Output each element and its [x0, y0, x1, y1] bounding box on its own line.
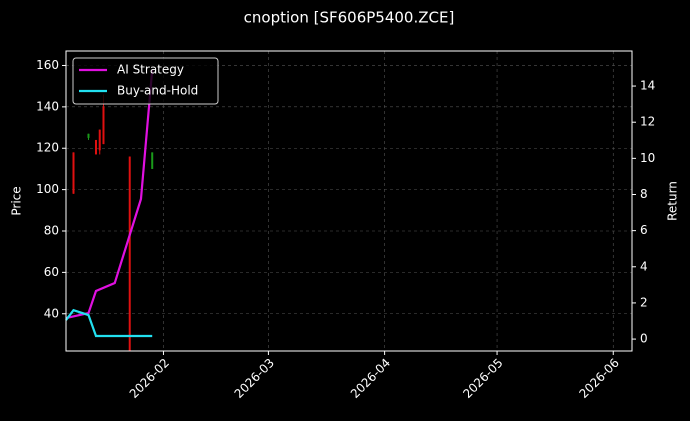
y2-tick-label: 12 — [640, 115, 655, 129]
x-tick-label: 2026-02 — [127, 356, 172, 401]
candle-body — [128, 156, 131, 351]
y2-tick-label: 14 — [640, 79, 655, 93]
y2-tick-label: 4 — [640, 259, 648, 273]
y-tick-label: 60 — [44, 265, 59, 279]
legend-label: AI Strategy — [117, 63, 184, 77]
candle-body — [72, 152, 75, 194]
y2-tick-label: 2 — [640, 295, 648, 309]
x-tick-label: 2026-03 — [232, 356, 277, 401]
y2-tick-label: 10 — [640, 151, 655, 165]
candle-body — [94, 139, 97, 155]
y-tick-label: 100 — [36, 182, 59, 196]
x-tick-label: 2026-05 — [460, 356, 505, 401]
y-tick-label: 80 — [44, 224, 59, 238]
candle-body — [102, 106, 105, 145]
legend-label: Buy-and-Hold — [117, 84, 198, 98]
chart-title: cnoption [SF606P5400.ZCE] — [244, 9, 455, 27]
candle-body — [87, 133, 90, 138]
legend: AI Strategy Buy-and-Hold — [72, 57, 219, 105]
y-axis-label: Price — [10, 186, 24, 215]
candle-body — [98, 129, 101, 151]
candle-body — [151, 152, 154, 169]
y2-tick-label: 0 — [640, 332, 648, 346]
y-tick-label: 40 — [44, 306, 59, 320]
x-tick-label: 2026-04 — [348, 356, 393, 401]
y2-tick-label: 6 — [640, 223, 648, 237]
y-tick-label: 140 — [36, 99, 59, 113]
y-tick-label: 160 — [36, 58, 59, 72]
x-tick-label: 2026-06 — [577, 356, 622, 401]
line-series — [65, 308, 153, 338]
y2-tick-label: 8 — [640, 187, 648, 201]
y2-axis-label: Return — [666, 181, 680, 221]
legend-box — [72, 57, 219, 105]
y-tick-label: 120 — [36, 141, 59, 155]
plot-frame — [65, 50, 633, 352]
